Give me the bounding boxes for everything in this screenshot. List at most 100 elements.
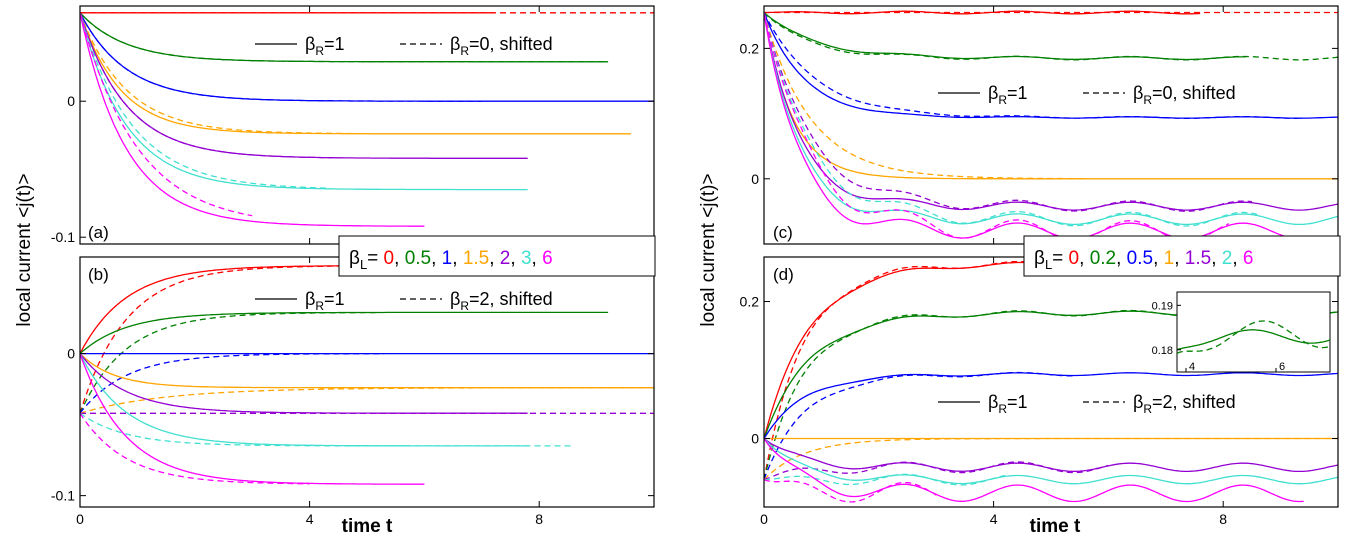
legend-label: βR=2, shifted: [1133, 392, 1236, 416]
series-dashed-6: [80, 12, 253, 217]
panel-b: 0 4 80-0.1(b)βR=1 βR=2, shifted: [51, 256, 655, 527]
series-dashed-1: [80, 311, 379, 414]
beta-l-entry: 0.5: [405, 248, 431, 269]
series-solid-5: [764, 438, 1338, 485]
series-dashed-5: [764, 12, 1258, 227]
legend-label: βR=1: [988, 83, 1028, 107]
x-tick-label: 8: [535, 511, 543, 527]
x-tick-label: 8: [1219, 511, 1227, 527]
series-solid-5: [764, 12, 1338, 226]
x-tick-label: 4: [990, 511, 998, 527]
beta-l-legend-0: βL= 0, 0.5, 1, 1.5, 2, 3, 6: [338, 235, 656, 277]
y-tick-label: -0.1: [51, 488, 75, 504]
series-dashed-1: [80, 12, 609, 63]
beta-l-entry: 1: [442, 248, 453, 269]
series-solid-2: [80, 12, 654, 102]
legend-label: βR=0, shifted: [1133, 83, 1236, 107]
inset: 4 6 0.18 0.19: [1152, 291, 1331, 373]
legend-label: βR=1: [305, 34, 345, 58]
panel-label: (d): [773, 265, 794, 284]
series-solid-3: [80, 12, 631, 135]
y-axis-label-right: local current <j(t)>: [698, 173, 719, 326]
series-dashed-6: [764, 478, 937, 503]
series-solid-0: [80, 264, 494, 354]
series-dashed-6: [764, 12, 1230, 242]
series-dashed-2: [764, 371, 1075, 480]
series-solid-2: [764, 12, 1338, 119]
series-dashed-2: [764, 12, 1298, 119]
beta-l-entry: 2: [1222, 248, 1233, 269]
series-dashed-4: [80, 12, 333, 159]
plot-frame: [763, 5, 1339, 245]
y-tick-label: 0: [751, 431, 759, 447]
panel-label: (a): [88, 223, 109, 242]
x-tick-label: 0: [760, 511, 768, 527]
beta-l-entry: 1.5: [463, 248, 489, 269]
beta-l-entry: 1.5: [1185, 248, 1211, 269]
series-dashed-0: [764, 260, 1201, 480]
series-solid-1: [764, 12, 1247, 61]
panel-c: 0 0.2 (c) βR=1 βR=0, shifted: [740, 5, 1339, 245]
y-tick-label: 0.2: [740, 40, 760, 56]
series-dashed-2: [80, 12, 482, 102]
series-dashed-6: [80, 412, 310, 485]
series-dashed-3: [764, 437, 1338, 481]
inset-x-tick-label: 6: [1279, 361, 1285, 373]
beta-l-entry: 0: [1069, 248, 1080, 269]
y-tick-label: -0.1: [51, 229, 75, 245]
x-tick-label: 0: [76, 511, 84, 527]
legend-label: βR=2, shifted: [450, 289, 553, 313]
series-dashed-1: [764, 12, 1338, 61]
panel-label: (c): [773, 223, 793, 242]
series-solid-3: [764, 12, 1338, 180]
series-solid-6: [764, 438, 1304, 503]
series-dashed-3: [764, 12, 1086, 180]
series-dashed-5: [80, 412, 574, 447]
series-dashed-3: [80, 387, 654, 414]
series-solid-0: [764, 10, 1201, 15]
series-solid-6: [80, 12, 425, 227]
legend-label: βR=1: [305, 289, 345, 313]
beta-l-entry: 0: [384, 248, 395, 269]
inset-y-tick-label: 0.18: [1152, 345, 1173, 357]
series-solid-0: [764, 261, 1201, 439]
y-tick-label: 0: [751, 171, 759, 187]
plot-frame: [79, 5, 655, 245]
y-axis-label-left: local current <j(t)>: [14, 173, 35, 326]
series-solid-4: [80, 12, 528, 159]
beta-l-legend-1: βL= 0, 0.2, 0.5, 1, 1.5, 2, 6: [1023, 235, 1341, 277]
beta-l-entry: 0.5: [1127, 248, 1153, 269]
series-solid-1: [80, 311, 609, 355]
series-solid-5: [80, 353, 528, 447]
beta-l-entry: 1: [1164, 248, 1175, 269]
plot-frame: [79, 256, 655, 508]
legend-label: βR=0, shifted: [450, 34, 553, 58]
x-tick-label: 4: [306, 511, 314, 527]
series-solid-4: [764, 12, 1338, 211]
series-dashed-4: [764, 461, 1109, 481]
panel-a: 0 -0.1 (a) βR=1 βR=0, shifted: [51, 5, 655, 245]
inset-dashed: [1176, 320, 1331, 354]
x-axis-label-right: time t: [1030, 516, 1081, 537]
series-dashed-4: [764, 12, 1252, 212]
series-dashed-2: [80, 353, 385, 414]
panel-label: (b): [88, 265, 109, 284]
beta-l-entry: 3: [521, 248, 532, 269]
inset-solid: [1176, 329, 1331, 351]
series-dashed-0: [80, 265, 396, 414]
svg-text:βL= 0, 0.5, 1, 1.5, 2, 3, 6: βL= 0, 0.5, 1, 1.5, 2, 3, 6: [349, 248, 553, 272]
x-axis-label-left: time t: [342, 516, 393, 537]
beta-l-entry: 2: [500, 248, 511, 269]
series-dashed-5: [80, 12, 327, 189]
series-solid-2: [764, 372, 1338, 439]
legend-label: βR=1: [988, 392, 1028, 416]
series-dashed-5: [764, 473, 1006, 486]
series-dashed-3: [80, 12, 356, 135]
panel-d: 0 4 8 0 0.2 (d) βR=1 βR=2, shifted 4 6 0.18 0.19: [740, 256, 1339, 527]
beta-l-entry: 6: [1243, 248, 1254, 269]
series-solid-5: [80, 12, 528, 191]
beta-l-entry: 6: [542, 248, 553, 269]
series-solid-6: [80, 353, 425, 485]
svg-text:βL= 0, 0.2, 0.5, 1, 1.5, 2, 6: βL= 0, 0.2, 0.5, 1, 1.5, 2, 6: [1034, 248, 1254, 272]
